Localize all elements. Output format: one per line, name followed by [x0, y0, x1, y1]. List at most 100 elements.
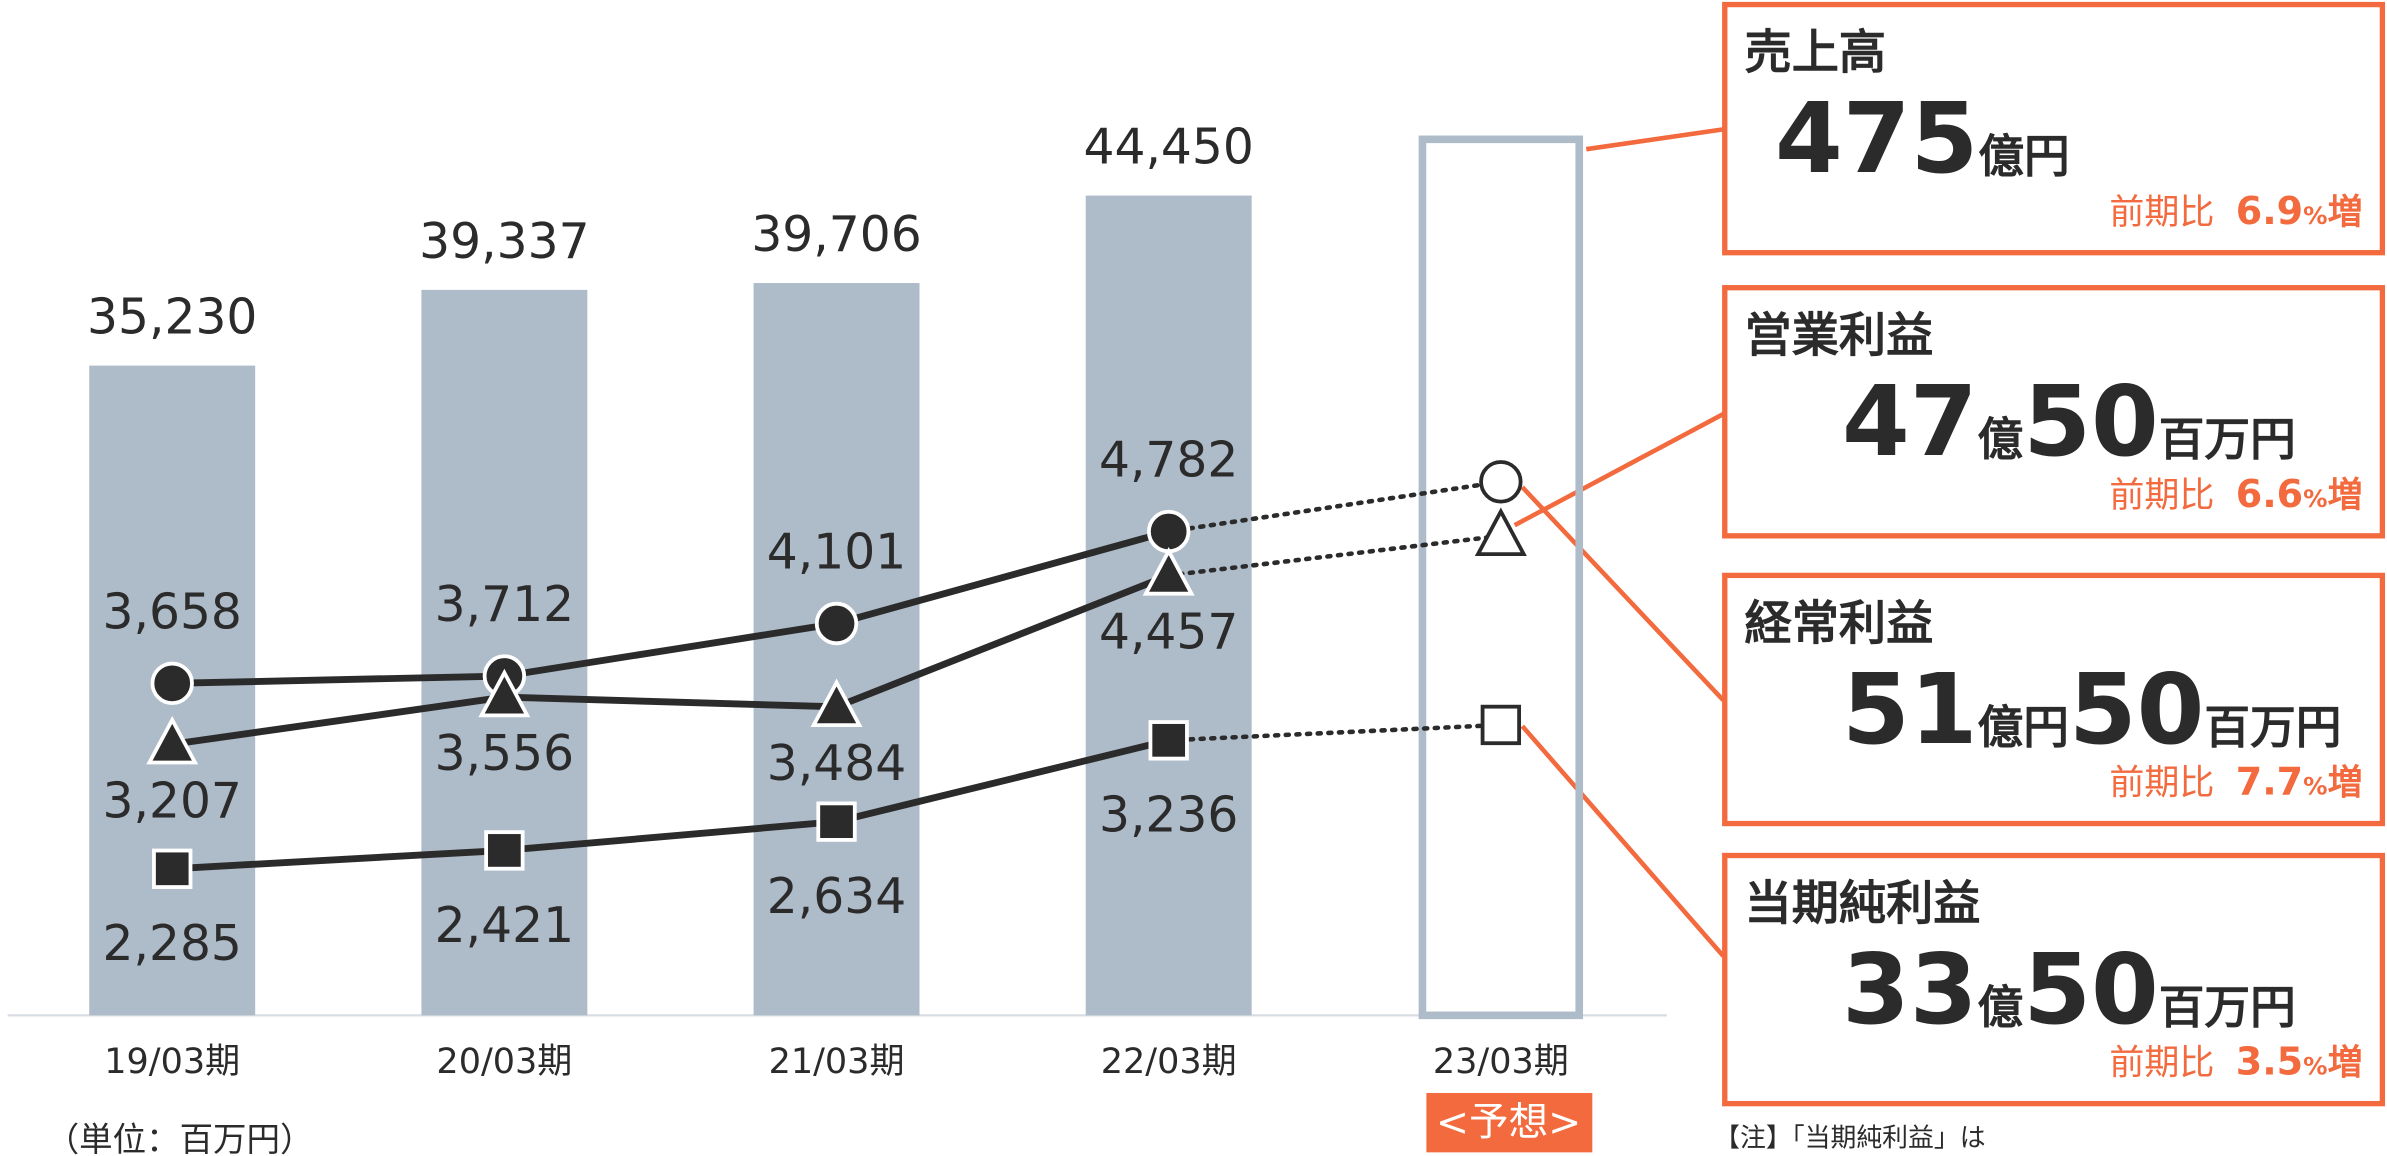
value-part: 百万円 — [2204, 701, 2341, 754]
value-part: 47 — [1842, 365, 1978, 478]
forecast-line — [1166, 533, 1504, 578]
bar — [1085, 195, 1252, 1016]
forecast-line — [1166, 479, 1504, 534]
comparison-part: 前期比 — [2109, 764, 2214, 804]
x-tick-label: 21/03期 — [769, 1042, 905, 1082]
bar-value-label: 35,230 — [87, 290, 257, 346]
connector — [1513, 412, 1725, 528]
bar-value-label: 39,706 — [751, 207, 921, 263]
x-tick-label: 23/03期 — [1433, 1042, 1569, 1082]
panel — [1722, 852, 2386, 1107]
point-value-label: 2,421 — [435, 898, 574, 954]
panel-title: 当期純利益 — [1745, 876, 1981, 931]
forecast-line — [1166, 722, 1504, 743]
comparison-part: % — [2303, 772, 2327, 801]
comparison-part: 6.6 — [2236, 472, 2303, 516]
comparison-part: 7.7 — [2236, 760, 2303, 804]
panel-comparison: 前期比 6.9%増 — [2109, 189, 2362, 233]
panel-value: 475億円 — [1775, 82, 2070, 195]
point — [810, 678, 863, 728]
point-value-label: 4,782 — [1099, 433, 1238, 489]
line — [172, 528, 1170, 687]
comparison-part: 増 — [2328, 764, 2363, 804]
point-value-label: 4,101 — [767, 525, 906, 581]
point — [152, 848, 193, 889]
connector — [1585, 127, 1724, 152]
point-value-label: 3,556 — [435, 726, 574, 782]
point-value-label: 3,712 — [435, 577, 574, 633]
comparison-part: 6.9 — [2236, 189, 2303, 233]
value-part: 億円 — [1978, 130, 2069, 183]
note: 【注】「当期純利益」は — [1714, 1123, 1986, 1153]
connectors — [1513, 127, 1725, 958]
panel-title: 売上高 — [1745, 26, 1887, 81]
point — [1474, 507, 1527, 557]
value-part: 50 — [2023, 365, 2159, 478]
value-part: 百万円 — [2159, 413, 2296, 466]
panel — [1722, 572, 2386, 827]
value-part: 50 — [2069, 653, 2205, 766]
bar — [1418, 135, 1584, 1020]
comparison-part: % — [2303, 1052, 2327, 1081]
panel-comparison: 前期比 7.7%増 — [2109, 760, 2362, 804]
comparison-part: 前期比 — [2109, 1044, 2214, 1084]
panel-title: 経常利益 — [1745, 596, 1934, 651]
line — [172, 737, 1170, 873]
point — [484, 830, 525, 871]
point — [150, 661, 194, 706]
unit-note: （単位：百万円） — [46, 1120, 314, 1156]
panel — [1722, 285, 2386, 539]
comparison-part: 前期比 — [2109, 476, 2214, 516]
forecast-badge — [1426, 1092, 1593, 1153]
point — [1142, 547, 1195, 596]
point — [1148, 720, 1189, 761]
point — [1146, 509, 1191, 554]
comparison-part: 増 — [2328, 476, 2363, 516]
point-value-label: 3,207 — [103, 773, 242, 829]
point-value-label: 2,634 — [767, 869, 906, 925]
value-part: 475 — [1775, 82, 1978, 195]
panel — [1722, 1, 2386, 256]
value-part: 50 — [2023, 933, 2159, 1046]
point-value-label: 3,484 — [767, 736, 906, 792]
panel-comparison: 前期比 6.6%増 — [2109, 472, 2362, 516]
bar — [421, 289, 588, 1016]
comparison-part: 増 — [2328, 1044, 2363, 1084]
panel-value: 47億50百万円 — [1842, 365, 2296, 478]
x-tick-label: 19/03期 — [104, 1042, 240, 1082]
point-value-label: 4,457 — [1099, 604, 1238, 660]
connector — [1520, 485, 1725, 702]
value-part: 億 — [1978, 981, 2024, 1034]
bar-value-label: 44,450 — [1083, 120, 1253, 176]
comparison-part: % — [2303, 484, 2327, 513]
point-value-label: 3,236 — [1099, 788, 1238, 844]
point-value-label: 3,658 — [103, 585, 242, 641]
panel-comparison: 前期比 3.5%増 — [2109, 1040, 2362, 1084]
panel-value: 33億50百万円 — [1842, 933, 2296, 1046]
point — [478, 668, 531, 718]
point — [816, 801, 857, 842]
panel-title: 営業利益 — [1745, 309, 1934, 364]
comparison-part: 前期比 — [2109, 193, 2214, 233]
bar — [753, 283, 920, 1016]
point — [1480, 704, 1522, 746]
point-value-label: 2,285 — [103, 916, 242, 972]
x-tick-label: 22/03期 — [1101, 1042, 1237, 1082]
point — [1479, 460, 1523, 504]
comparison-part: % — [2303, 201, 2327, 230]
comparison-part: 3.5 — [2236, 1040, 2303, 1084]
comparison-part: 増 — [2328, 193, 2363, 233]
bar-value-label: 39,337 — [419, 214, 589, 270]
line — [171, 572, 1170, 748]
value-part: 51 — [1842, 653, 1978, 766]
value-part: 億 — [1978, 413, 2024, 466]
panel-value: 51億円50百万円 — [1842, 653, 2341, 766]
connector — [1520, 724, 1725, 958]
x-tick-label: 20/03期 — [436, 1042, 572, 1082]
forecast-label: <予想> — [1436, 1100, 1581, 1146]
point — [146, 715, 199, 765]
value-part: 33 — [1842, 933, 1978, 1046]
value-part: 億円 — [1978, 701, 2069, 754]
